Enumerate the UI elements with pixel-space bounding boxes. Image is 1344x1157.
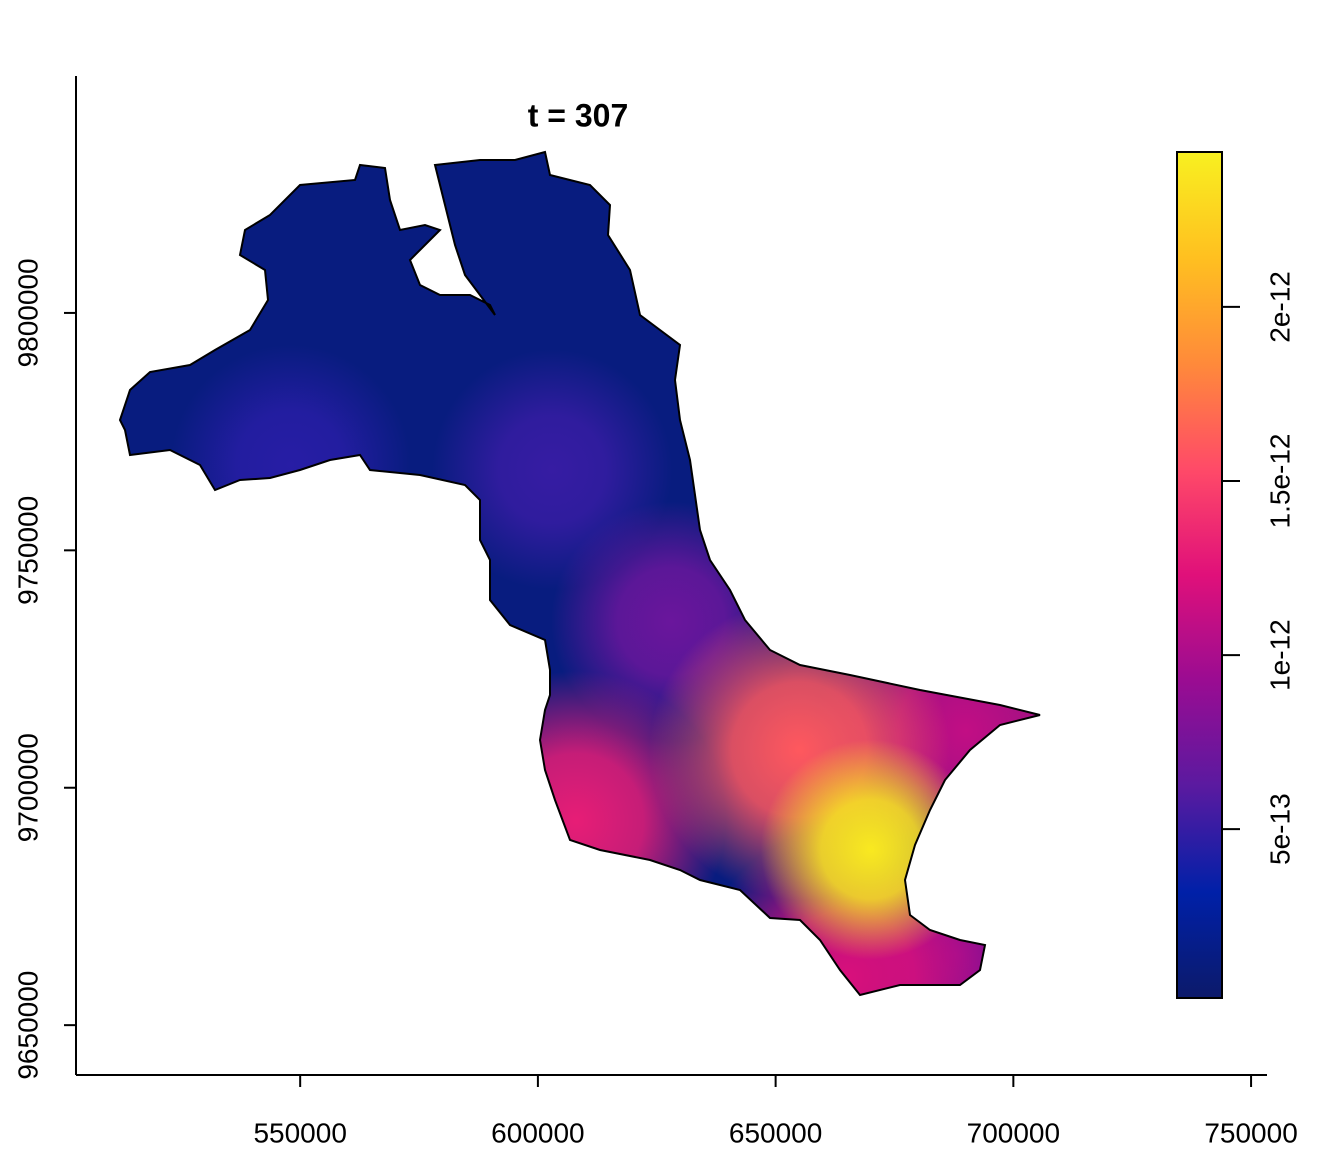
y-tick-label: 9700000 (12, 733, 43, 842)
colorbar-tick-label: 1.5e-12 (1264, 434, 1295, 529)
colorbar-tick-label: 5e-13 (1264, 793, 1295, 865)
x-tick-label: 700000 (967, 1117, 1060, 1148)
x-tick-label: 550000 (253, 1117, 346, 1148)
chart-title: t = 307 (528, 97, 629, 133)
x-tick-label: 750000 (1204, 1117, 1297, 1148)
y-tick-label: 9750000 (12, 496, 43, 605)
colorbar-tick-label: 2e-12 (1264, 271, 1295, 343)
field-peak (170, 344, 411, 585)
colorbar (1176, 151, 1223, 999)
x-tick-label: 650000 (729, 1117, 822, 1148)
y-tick-label: 9650000 (12, 971, 43, 1080)
y-tick-label: 9800000 (12, 258, 43, 367)
x-tick-label: 600000 (491, 1117, 584, 1148)
colorbar-tick-label: 1e-12 (1264, 619, 1295, 691)
field-peak (760, 739, 981, 960)
